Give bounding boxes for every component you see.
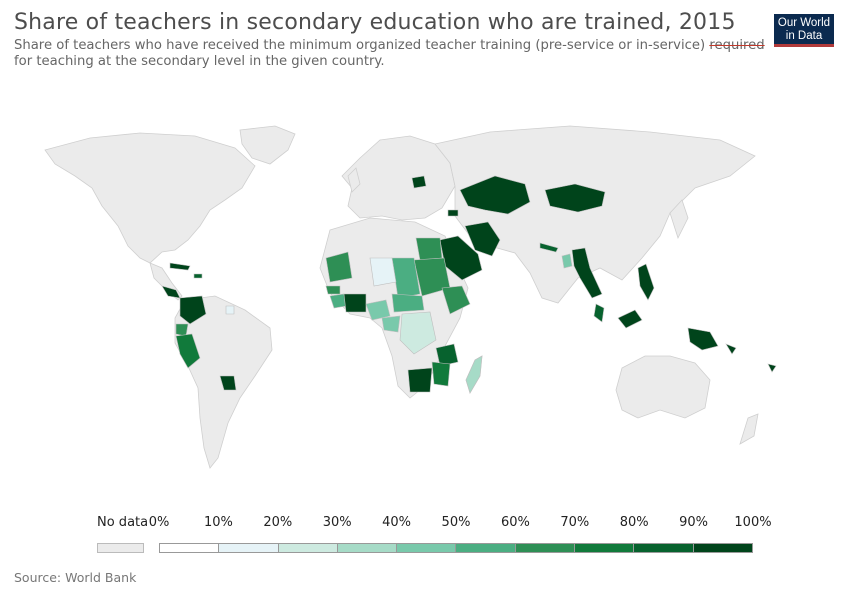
country-ethiopia[interactable]: [441, 285, 471, 315]
country-chad-niger[interactable]: [391, 257, 421, 299]
country-georgia-armenia[interactable]: [447, 209, 459, 217]
country-egypt[interactable]: [415, 237, 443, 261]
logo-line2: in Data: [785, 30, 823, 42]
country-cameroon-region[interactable]: [381, 315, 401, 333]
country-papua-new-guinea[interactable]: [687, 327, 719, 351]
chart-title: Share of teachers in secondary education…: [14, 10, 736, 35]
source-note: Source: World Bank: [14, 570, 137, 585]
region-north-america[interactable]: [44, 132, 256, 264]
country-paraguay[interactable]: [219, 375, 237, 391]
subtitle-line2: for teaching at the secondary level in t…: [14, 54, 385, 69]
country-solomon-islands[interactable]: [725, 343, 737, 355]
legend-tick-label: 0%: [148, 515, 170, 530]
legend-bin[interactable]: [456, 543, 516, 553]
legend-tick-label: 50%: [441, 515, 471, 530]
logo-line1: Our World: [777, 17, 831, 29]
country-guinea[interactable]: [329, 293, 347, 309]
country-haiti-dr[interactable]: [193, 273, 203, 279]
legend-tick-label: 80%: [619, 515, 649, 530]
legend-bin[interactable]: [278, 543, 338, 553]
legend-tick-label: 10%: [203, 515, 233, 530]
nodata-swatch[interactable]: [97, 543, 144, 553]
country-malaysia-part[interactable]: [593, 303, 605, 323]
legend-tick-label: 30%: [322, 515, 352, 530]
legend-tick-label: 40%: [382, 515, 412, 530]
region-russia-asia[interactable]: [434, 125, 756, 304]
country-vanuatu[interactable]: [767, 363, 777, 373]
country-cote-divoire-ghana[interactable]: [343, 293, 367, 313]
country-myanmar[interactable]: [571, 247, 603, 299]
country-mongolia[interactable]: [544, 183, 606, 213]
legend-bin[interactable]: [159, 543, 220, 553]
chart-subtitle: Share of teachers who have received the …: [14, 38, 844, 70]
country-philippines[interactable]: [637, 263, 655, 301]
subtitle-cut-word: required: [709, 38, 765, 53]
legend-bin[interactable]: [219, 543, 279, 553]
legend-bin[interactable]: [337, 543, 398, 553]
legend-bin[interactable]: [575, 543, 635, 553]
legend-bin[interactable]: [515, 543, 576, 553]
country-suriname[interactable]: [225, 305, 235, 315]
region-greenland[interactable]: [239, 125, 296, 165]
region-japan[interactable]: [669, 199, 689, 240]
country-ecuador[interactable]: [175, 323, 189, 337]
country-belarus[interactable]: [411, 175, 427, 189]
country-madagascar[interactable]: [465, 355, 483, 394]
legend-tick-label: 100%: [734, 515, 772, 530]
country-tanzania[interactable]: [435, 343, 459, 367]
country-mozambique-malawi[interactable]: [431, 361, 451, 387]
country-central-african-rep[interactable]: [391, 293, 425, 313]
country-bangladesh[interactable]: [561, 253, 573, 269]
country-cuba[interactable]: [169, 262, 191, 271]
country-nepal-bhutan[interactable]: [539, 242, 559, 253]
country-dr-congo[interactable]: [399, 311, 437, 355]
legend: No data 0% 10% 20% 30% 40% 50% 60% 70% 80% 90% 100…: [0, 500, 850, 560]
country-colombia-venezuela[interactable]: [179, 295, 207, 325]
legend-tick-label: 60%: [500, 515, 530, 530]
country-mali[interactable]: [369, 257, 397, 287]
country-iran[interactable]: [464, 221, 501, 257]
region-uk[interactable]: [347, 167, 361, 193]
legend-tick-label: 90%: [679, 515, 709, 530]
country-zambia-zimbabwe[interactable]: [407, 367, 433, 393]
legend-tick-label: 20%: [263, 515, 293, 530]
country-peru[interactable]: [175, 333, 201, 369]
legend-bin[interactable]: [397, 543, 457, 553]
data-countries: [161, 175, 777, 394]
legend-bin[interactable]: [634, 543, 694, 553]
legend-bins: [159, 543, 753, 553]
region-australia[interactable]: [615, 355, 711, 419]
country-senegal-gambia[interactable]: [325, 285, 341, 295]
nodata-label: No data: [97, 515, 149, 530]
region-new-zealand[interactable]: [739, 413, 759, 445]
legend-bin[interactable]: [693, 543, 753, 553]
subtitle-line1: Share of teachers who have received the …: [14, 38, 706, 53]
world-map: [44, 125, 777, 469]
country-indonesia-part[interactable]: [617, 309, 643, 329]
country-nigeria-region[interactable]: [365, 299, 391, 321]
legend-tick-label: 70%: [560, 515, 590, 530]
owid-logo[interactable]: Our World in Data: [774, 14, 834, 47]
country-kazakhstan[interactable]: [459, 175, 531, 215]
region-europe[interactable]: [341, 135, 456, 221]
country-mauritania[interactable]: [325, 251, 353, 283]
